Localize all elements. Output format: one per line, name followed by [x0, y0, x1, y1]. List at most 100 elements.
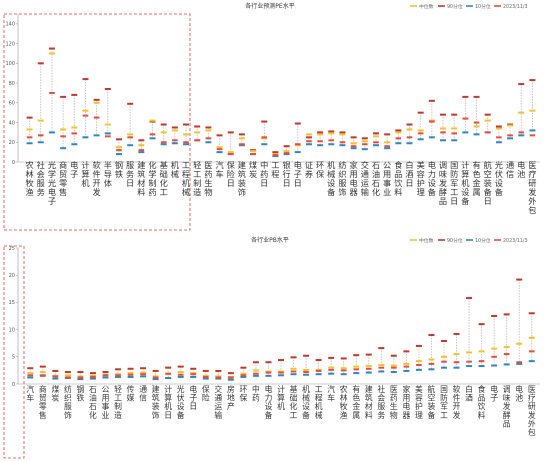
panel-1-current-mark-25: [306, 140, 312, 143]
panel-1-category-label-38-char-2: 军: [450, 178, 458, 188]
panel-1-category-label-17-char-0: 汽: [215, 160, 223, 170]
panel-1-p90-mark-39: [462, 95, 469, 98]
panel-2-category-label-23-char-0: 工: [315, 385, 323, 394]
panel-2-category-label-14-char-0: 保: [202, 384, 210, 394]
panel-1-p10-mark-2: [48, 131, 55, 134]
panel-2-current-mark-39: [516, 361, 522, 364]
panel-2-current-mark-14: [202, 375, 209, 378]
panel-1-category-label-45-char-3: 发: [528, 187, 536, 197]
panel-1-p10-mark-9: [127, 144, 134, 147]
panel-2-category-label-38-char-3: 酵: [503, 411, 511, 420]
panel-2-category-label-14: 保险: [202, 384, 210, 403]
panel-2-category-label-33-char-2: 军: [440, 402, 448, 411]
panel-1-category-label-31-char-1: 油: [372, 169, 380, 179]
panel-2-p90-mark-8: [127, 367, 134, 370]
panel-1-current-mark-31: [373, 141, 379, 144]
panel-2-category-label-33: 国防军工: [440, 385, 448, 420]
panel-2-p10-mark-17: [240, 375, 247, 378]
panel-2-category-label-19-char-2: 设: [265, 401, 273, 411]
panel-1-category-label-30: 交通运输: [361, 160, 369, 197]
panel-1-p90-mark-45: [529, 79, 536, 82]
panel-2-p10-mark-12: [177, 375, 184, 378]
panel-1-legend-label-p10: 10分位: [475, 3, 491, 10]
panel-1-median-mark-34: [406, 128, 413, 131]
panel-2-category-label-7-char-1: 工: [114, 394, 122, 403]
panel-2-category-label-39-char-0: 电: [515, 384, 523, 394]
panel-1-category-label-0-char-2: 牧: [25, 178, 33, 188]
panel-1-current-mark-33: [395, 137, 402, 140]
panel-2-current-mark-18: [253, 372, 259, 375]
panel-1-category-label-4: 电子: [70, 160, 78, 179]
panel-2-current-mark-24: [328, 368, 334, 371]
panel-1-median-mark-35: [417, 129, 424, 132]
panel-2-category-label-35: 白酒: [465, 384, 473, 403]
panel-1-category-label-24-char-1: 子: [294, 169, 302, 179]
panel-1-median-mark-25: [305, 133, 312, 136]
panel-2-current-mark-28: [378, 366, 385, 369]
panel-2-category-label-17: 环保: [239, 385, 247, 403]
panel-2-category-label-8-char-0: 传: [127, 384, 135, 394]
panel-2-p90-mark-34: [453, 332, 460, 335]
panel-2-legend-label-median: 中位数: [419, 237, 434, 244]
panel-1-median-mark-33: [395, 131, 402, 134]
panel-1-category-label-10-char-2: 材: [137, 178, 145, 188]
panel-1-category-label-39-char-4: 备: [461, 196, 469, 206]
panel-1-category-label-24-char-2: 日: [294, 178, 302, 188]
panel-1-category-label-38-char-1: 防: [450, 169, 458, 179]
panel-1-category-label-30-char-2: 运: [361, 178, 369, 188]
panel-1-median-mark-11: [149, 119, 156, 122]
panel-1-category-label-16: 医药生物: [204, 160, 212, 197]
panel-2-current-mark-7: [115, 374, 121, 377]
panel-1-p10-mark-30: [361, 148, 368, 151]
panel-2-category-label-9-char-0: 通: [139, 384, 147, 394]
panel-2-category-label-5-char-2: 石: [89, 402, 97, 411]
panel-1-category-label-23-char-0: 银: [282, 160, 290, 170]
panel-1-median-mark-20: [250, 150, 257, 153]
panel-2-category-label-11-char-0: 计: [164, 384, 172, 394]
panel-2-median-mark-26: [353, 365, 360, 368]
panel-1-category-label-11-char-0: 化: [148, 160, 156, 170]
panel-1-category-label-29-char-1: 用: [350, 169, 358, 179]
panel-1-median-mark-31: [372, 135, 379, 138]
panel-1-category-label-27-char-3: 备: [327, 187, 335, 197]
panel-2-p90-mark-27: [365, 353, 372, 356]
panel-1-category-label-35-char-0: 美: [417, 160, 425, 170]
panel-1-category-label-12-char-1: 础: [160, 169, 168, 179]
panel-2-category-label-8: 传媒: [127, 384, 135, 403]
panel-1-p10-mark-1: [37, 141, 44, 144]
panel-1-median-mark-7: [104, 123, 111, 126]
panel-2-p10-mark-34: [453, 366, 460, 369]
panel-2-current-mark-37: [491, 355, 497, 358]
panel-2-category-label-38-char-0: 调: [503, 385, 511, 394]
panel-1-category-label-15-char-3: 造: [193, 187, 201, 197]
panel-1-p10-mark-36: [428, 136, 435, 139]
panel-2-category-label-2: 煤炭: [51, 384, 59, 403]
panel-1-median-mark-16: [205, 129, 212, 132]
panel-1-category-label-15: 轻工制造: [193, 160, 201, 197]
panel-1-category-label-6-char-0: 软: [93, 160, 101, 170]
panel-2-p10-mark-0: [27, 376, 34, 379]
panel-2-median-mark-40: [528, 336, 535, 339]
panel-1-p90-mark-7: [104, 87, 111, 90]
panel-1-p90-mark-33: [395, 129, 402, 132]
panel-1-p10-mark-32: [384, 147, 391, 150]
panel-1-category-label-19-char-3: 饰: [238, 187, 246, 197]
panel-1-current-mark-19: [239, 143, 245, 146]
panel-1-p90-mark-10: [138, 139, 145, 142]
panel-1-category-label-2: 光学光电子: [48, 160, 56, 206]
panel-2-category-label-7-char-2: 制: [114, 401, 122, 411]
panel-2-category-label-40-char-3: 发: [528, 410, 536, 420]
panel-2-category-label-1-char-1: 贸: [39, 393, 47, 403]
panel-2-category-label-6-char-0: 公: [102, 385, 110, 394]
panel-1-category-label-18-char-1: 险: [227, 169, 236, 179]
panel-2-category-label-18-char-1: 药: [252, 393, 260, 403]
panel-1-p90-mark-21: [261, 120, 268, 123]
panel-1-current-mark-17: [216, 148, 223, 151]
panel-1-category-label-15-char-0: 轻: [193, 160, 201, 170]
panel-1-p10-mark-45: [529, 129, 536, 132]
panel-1-current-mark-32: [384, 145, 390, 148]
panel-1-category-label-12: 基础化工: [160, 160, 168, 197]
panel-1-p90-mark-29: [350, 136, 357, 139]
panel-2-category-label-1-char-0: 商: [39, 384, 47, 394]
panel-1-category-label-11-char-2: 制: [148, 178, 156, 188]
